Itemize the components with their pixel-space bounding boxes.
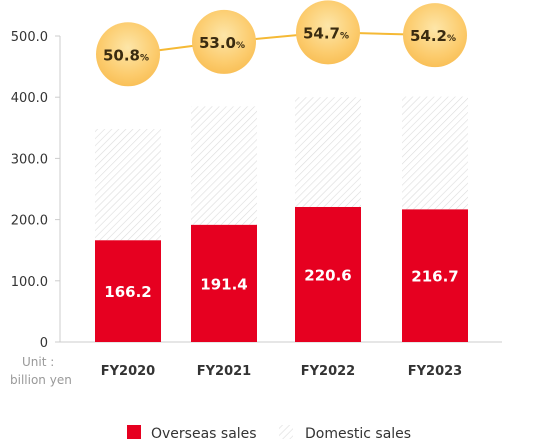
unit-label-line2: billion yen bbox=[10, 373, 72, 387]
y-tick-label: 400.0 bbox=[11, 91, 48, 106]
ratio-line-group: 50.8% 53.0% 54.7% 54.2% bbox=[96, 0, 467, 87]
y-tick-label: 100.0 bbox=[11, 275, 48, 290]
legend-label-overseas: Overseas sales bbox=[151, 426, 257, 440]
ratio-value-label: 54.2% bbox=[410, 27, 456, 45]
bar-domestic bbox=[295, 97, 361, 207]
bar-overseas bbox=[295, 206, 361, 342]
ratio-line bbox=[127, 31, 436, 56]
bar-group: 166.2 191.4 220.6 216.7 bbox=[95, 96, 468, 342]
legend-label-domestic: Domestic sales bbox=[305, 426, 411, 440]
ratio-value-label: 53.0% bbox=[199, 34, 245, 52]
bar-value-label: 166.2 bbox=[104, 283, 151, 301]
ratio-bubble bbox=[96, 22, 160, 87]
bar-overseas bbox=[402, 209, 468, 342]
x-category-label: FY2020 bbox=[101, 364, 155, 379]
x-category-label: FY2022 bbox=[301, 364, 355, 379]
legend: Overseas sales Domestic sales bbox=[127, 425, 411, 440]
unit-label-line1: Unit : bbox=[22, 355, 54, 369]
x-category-label: FY2023 bbox=[408, 364, 462, 379]
x-category-label: FY2021 bbox=[197, 364, 251, 379]
bar-overseas bbox=[95, 240, 161, 342]
y-tick-label: 200.0 bbox=[11, 214, 48, 229]
x-axis-labels: FY2020 FY2021 FY2022 FY2023 bbox=[101, 364, 462, 379]
ratio-bubble bbox=[403, 3, 467, 68]
bar-value-label: 191.4 bbox=[200, 275, 247, 293]
ratio-value-label: 54.7% bbox=[303, 24, 349, 42]
legend-swatch-overseas bbox=[127, 425, 141, 439]
bar-value-label: 220.6 bbox=[304, 266, 351, 284]
y-tick-label: 0 bbox=[40, 336, 48, 351]
ratio-value-label: 50.8% bbox=[103, 46, 149, 64]
y-tick-label: 500.0 bbox=[11, 30, 48, 45]
y-tick-label: 300.0 bbox=[11, 152, 48, 167]
bar-overseas bbox=[191, 224, 257, 342]
bar-domestic bbox=[191, 106, 257, 225]
legend-swatch-domestic bbox=[279, 425, 293, 439]
bar-domestic bbox=[402, 96, 468, 210]
bar-domestic bbox=[95, 129, 161, 241]
bar-value-label: 216.7 bbox=[411, 268, 458, 286]
ratio-bubble bbox=[192, 9, 256, 74]
ratio-bubble bbox=[296, 0, 360, 65]
